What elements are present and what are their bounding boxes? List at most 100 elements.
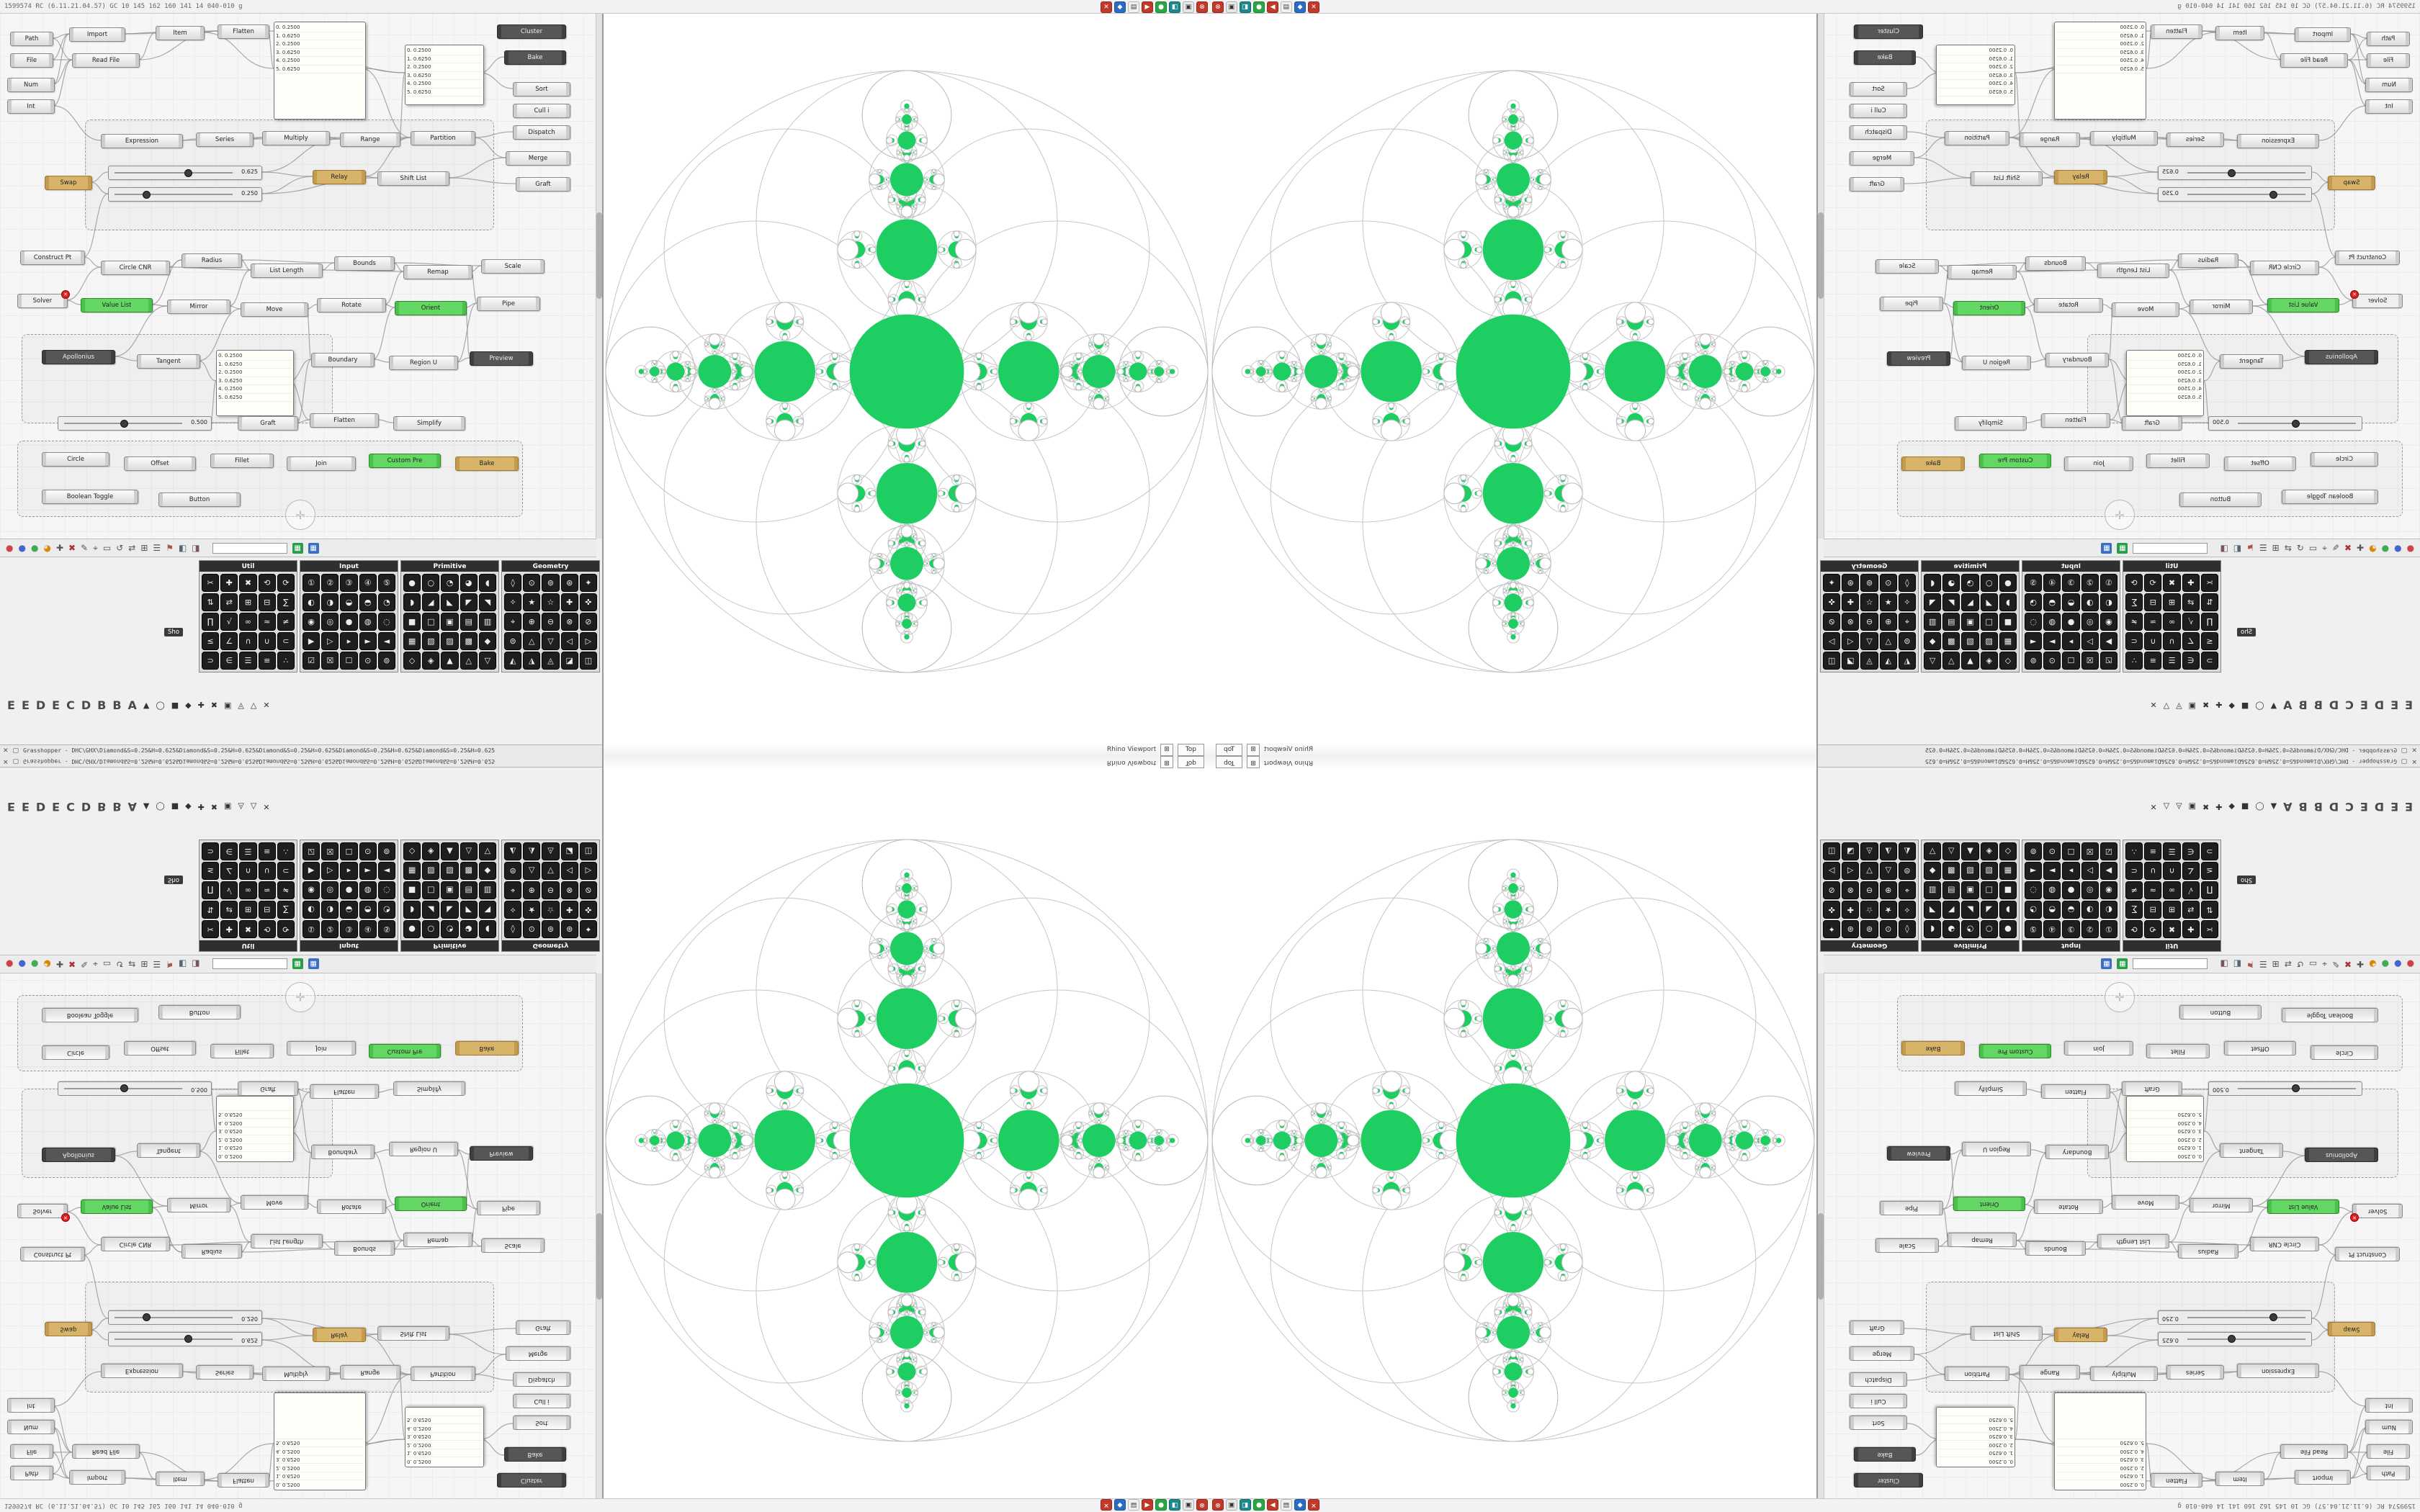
palette-tool-icon[interactable]: ◮ (1879, 652, 1897, 670)
gh-component[interactable]: Expression (2237, 134, 2319, 148)
palette-tool-icon[interactable]: △ (1942, 652, 1960, 670)
palette-tool-icon[interactable]: ☑ (302, 652, 321, 670)
palette-tool-icon[interactable]: ⊙ (359, 652, 377, 670)
half-right-icon[interactable]: ◨ (192, 959, 200, 969)
palette-tool-icon[interactable]: ⊜ (504, 632, 522, 650)
palette-tool-icon[interactable]: ▧ (422, 862, 440, 880)
gh-component[interactable]: Rotate (317, 1200, 386, 1214)
palette-tool-icon[interactable]: ≡ (2144, 652, 2162, 670)
palette-search-input[interactable] (2133, 958, 2208, 970)
palette-tool-icon[interactable]: ▣ (1961, 613, 1979, 631)
palette-tool-icon[interactable]: ◪ (1842, 652, 1860, 670)
palette-tool-icon[interactable]: ⑤ (377, 574, 395, 592)
palette-tool-icon[interactable]: ◄ (377, 862, 395, 880)
palette-tool-icon[interactable]: ▨ (1961, 632, 1979, 650)
palette-tool-icon[interactable]: ▶ (2099, 862, 2118, 880)
palette-tool-icon[interactable]: ◗ (1999, 593, 2017, 611)
gh-component[interactable]: Value List (2267, 298, 2339, 312)
palette-tool-icon[interactable]: ◢ (1980, 593, 1998, 611)
palette-tool-icon[interactable]: ✜ (579, 593, 597, 611)
rhino-viewport[interactable]: Rhino Viewport ⊞ Top (1210, 756, 1816, 1499)
palette-tool-icon[interactable]: □ (1980, 881, 1998, 899)
palette-tool-icon[interactable]: ● (1999, 920, 2017, 938)
ribbon-tab-icon[interactable]: ■ (2241, 700, 2249, 710)
palette-tool-icon[interactable]: ▷ (1823, 632, 1841, 650)
palette-tool-icon[interactable]: ◁ (1842, 632, 1860, 650)
restore-window-icon[interactable]: ▢ (12, 757, 19, 765)
palette-tool-icon[interactable]: ⊙ (523, 920, 541, 938)
gh-component[interactable]: Rotate (317, 298, 386, 312)
palette-tool-icon[interactable]: ∏ (202, 881, 220, 899)
palette-tool-icon[interactable]: ✧ (504, 901, 522, 919)
palette-tool-icon[interactable]: ▷ (321, 632, 339, 650)
ribbon-tab-letter[interactable]: B (112, 698, 122, 712)
palette-tool-icon[interactable]: ⊕ (523, 881, 541, 899)
gh-component[interactable]: Circle (42, 452, 109, 467)
palette-tool-icon[interactable]: ◢ (1980, 901, 1998, 919)
gh-component[interactable]: Fillet (2146, 1044, 2210, 1058)
gh-component[interactable]: Num (2365, 78, 2413, 92)
palette-tool-icon[interactable]: ∑ (277, 593, 295, 611)
gh-component[interactable]: File (2367, 1444, 2410, 1459)
palette-tool-icon[interactable]: ☒ (2081, 842, 2099, 860)
gh-component[interactable]: Swap (45, 176, 92, 190)
palette-tool-icon[interactable]: ◒ (340, 901, 358, 919)
palette-tool-icon[interactable]: ⊜ (1898, 862, 1916, 880)
palette-tool-icon[interactable]: ④ (359, 920, 377, 938)
gh-component[interactable]: Item (156, 26, 205, 40)
gh-component[interactable]: Construct Pt (20, 251, 85, 265)
gh-component[interactable]: Num (2365, 1420, 2413, 1434)
palette-tool-icon[interactable]: ∪ (2144, 632, 2162, 650)
half-right-icon[interactable]: ◨ (2220, 959, 2228, 969)
rectangle-icon[interactable]: ▭ (102, 959, 112, 969)
palette-tool-icon[interactable]: ⊂ (2125, 632, 2143, 650)
palette-tool-icon[interactable]: ◎ (2081, 881, 2099, 899)
palette-tool-icon[interactable]: ◓ (359, 901, 377, 919)
palette-tool-icon[interactable]: ⊕ (523, 613, 541, 631)
panel-node[interactable]: 0. 0.2500 1. 0.6250 2. 0.2500 3. 0.6250 4. 0… (274, 22, 366, 120)
gh-component[interactable]: Circle CNR (2250, 261, 2319, 275)
palette-tool-icon[interactable]: ☑ (2099, 842, 2118, 860)
palette-tool-icon[interactable]: ● (403, 574, 421, 592)
palette-tool-icon[interactable]: ▤ (1942, 881, 1960, 899)
palette-tool-icon[interactable]: ∏ (2200, 881, 2218, 899)
gh-component[interactable]: Path (10, 32, 53, 46)
gh-component[interactable]: Partition (1945, 131, 2009, 145)
target-icon[interactable]: ⌖ (93, 543, 98, 553)
palette-tool-icon[interactable]: ⊃ (202, 842, 220, 860)
gh-component[interactable]: Dispatch (1850, 1372, 1907, 1387)
canvas-scrollbar-thumb[interactable] (1818, 1212, 1824, 1300)
rectangle-icon[interactable]: ▭ (102, 543, 112, 553)
panel-node[interactable]: 0. 0.2500 1. 0.6250 2. 0.2500 3. 0.6250 4. 0… (2054, 22, 2146, 120)
gh-component[interactable]: Boolean Toggle (2282, 490, 2378, 504)
gh-component[interactable]: Relay (2054, 170, 2107, 184)
gh-component[interactable]: Solver ✕ (17, 1204, 70, 1222)
ribbon-tab-letter[interactable]: E (21, 800, 30, 814)
number-slider[interactable]: 0.250 (108, 187, 262, 202)
palette-tool-icon[interactable]: ∴ (2125, 842, 2143, 860)
gh-component[interactable]: Expression (2237, 1364, 2319, 1378)
palette-tool-icon[interactable]: ≡ (2144, 842, 2162, 860)
gh-component[interactable]: Flatten (310, 413, 379, 428)
gh-component[interactable]: Mirror (167, 300, 230, 314)
palette-tool-icon[interactable]: ◆ (1924, 632, 1942, 650)
flag-icon[interactable]: ⚑ (166, 959, 174, 969)
palette-tool-icon[interactable]: ⌖ (504, 613, 522, 631)
palette-tool-icon[interactable]: ③ (2062, 920, 2080, 938)
app-exit-icon[interactable]: ⊗ (1212, 1, 1224, 13)
gh-component[interactable]: Path (2367, 1466, 2410, 1480)
palette-tool-icon[interactable]: ▽ (1924, 842, 1942, 860)
gh-component[interactable]: Import (69, 1470, 125, 1485)
palette-tool-icon[interactable]: ◓ (359, 593, 377, 611)
palette-tool-icon[interactable]: ⊚ (1860, 574, 1878, 592)
add-icon[interactable]: ✚ (2357, 543, 2365, 553)
palette-tool-icon[interactable]: ▽ (1860, 632, 1878, 650)
target-icon[interactable]: ⌖ (93, 959, 98, 969)
gumball-icon[interactable]: ◕ (2369, 543, 2377, 553)
palette-tool-icon[interactable]: ☒ (321, 652, 339, 670)
palette-tool-icon[interactable]: ☑ (302, 842, 321, 860)
ribbon-tab-icon[interactable]: ✖ (2202, 700, 2210, 710)
palette-tool-icon[interactable]: ⊖ (1860, 613, 1878, 631)
palette-tool-icon[interactable]: ◇ (1999, 652, 2017, 670)
palette-tool-icon[interactable]: ✚ (2182, 920, 2200, 938)
